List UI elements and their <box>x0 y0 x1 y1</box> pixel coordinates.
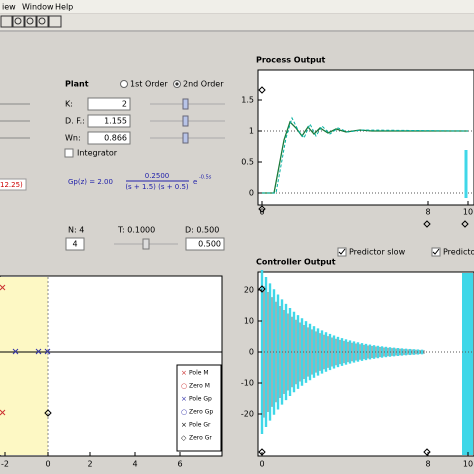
x-tick-label: 0 <box>259 208 264 217</box>
sliders[interactable] <box>150 98 225 144</box>
n-label: N: 4 <box>68 226 84 235</box>
n-input[interactable] <box>65 237 85 251</box>
controller-spike <box>462 273 473 455</box>
d-input[interactable] <box>185 237 225 251</box>
process-axes <box>257 69 474 206</box>
legend-label: Pole M <box>189 370 209 377</box>
formula-exp-power: -0.5s <box>199 175 212 181</box>
zero-marker <box>44 409 52 417</box>
menu-item[interactable]: Window <box>22 3 54 12</box>
df-input[interactable] <box>87 114 131 128</box>
radio-dot <box>175 82 179 86</box>
d-value: 0.500 <box>198 240 221 249</box>
plant-title: Plant <box>65 80 89 89</box>
red-box <box>0 178 27 191</box>
x-tick-label: 0 <box>259 460 264 469</box>
y-tick-label: 0.5 <box>241 158 254 167</box>
check <box>432 248 440 255</box>
red-text: 12.25) <box>0 181 23 189</box>
checkbox[interactable] <box>64 148 74 158</box>
wn-value: 0.866 <box>104 134 127 143</box>
y-tick-label: 0 <box>249 189 254 198</box>
k-value: 2 <box>122 100 127 109</box>
formula-lhs: Gp(z) = 2.00 <box>68 178 113 186</box>
k-label: K: <box>65 100 73 109</box>
x-tick-label: 6 <box>177 460 182 469</box>
y-tick-label: 0 <box>249 348 254 357</box>
pz-legend <box>176 364 222 452</box>
process-title: Process Output <box>256 56 326 65</box>
x-tick-label: 2 <box>87 460 92 469</box>
legend-symbol: × <box>181 395 187 403</box>
pole-m-markers <box>0 284 6 416</box>
radio-label: 2nd Order <box>183 80 224 89</box>
legend-label: Pole Gr <box>189 422 211 429</box>
menu-bar <box>0 0 474 13</box>
formula: Gp(z) = 2.00 0.2500 (s + 1.5) (s + 0.5) … <box>68 172 212 191</box>
wn-label: Wn: <box>65 134 81 143</box>
legend-symbol: ◇ <box>181 434 187 442</box>
toolbar-buttons[interactable] <box>0 15 62 28</box>
legend-label: Zero M <box>189 383 210 390</box>
legend-label: Zero Gp <box>189 409 213 416</box>
d-label: D: 0.500 <box>185 226 219 235</box>
x-tick-label: 10 <box>463 208 473 217</box>
controller-title: Controller Output <box>256 258 336 267</box>
menu-item[interactable]: iew <box>2 3 16 12</box>
checkbox-label: Predictor slow <box>349 248 406 257</box>
t-label: T: 0.1000 <box>117 226 155 235</box>
y-tick-label: 1.5 <box>241 96 254 105</box>
y-tick-label: 10 <box>244 317 254 326</box>
df-value: 1.155 <box>104 117 127 126</box>
radio-label: 1st Order <box>130 80 168 89</box>
stable-region <box>0 277 48 455</box>
predictor-curve <box>262 116 469 194</box>
legend-label: Pole Gp <box>189 396 212 403</box>
t-slider-thumb[interactable] <box>142 238 150 250</box>
check <box>338 248 346 255</box>
integrator-label: Integrator <box>77 149 118 158</box>
legend-symbol: × <box>181 369 187 377</box>
y-tick-label: -20 <box>241 410 254 419</box>
formula-den: (s + 1.5) (s + 0.5) <box>125 183 189 191</box>
y-tick-label: 1 <box>249 127 254 136</box>
wn-input[interactable] <box>87 131 131 145</box>
pole-gp-markers <box>12 348 51 355</box>
x-tick-label: 8 <box>425 460 430 469</box>
k-input[interactable] <box>87 97 131 111</box>
x-tick-label: 4 <box>132 460 137 469</box>
x-tick-label: 8 <box>425 208 430 217</box>
df-label: D. F.: <box>65 117 85 126</box>
checkbox-label: Predicto <box>443 248 474 257</box>
legend-symbol: ○ <box>181 408 187 416</box>
menu-item[interactable]: Help <box>55 3 73 12</box>
y-tick-label: 20 <box>244 286 254 295</box>
x-tick-label: 10 <box>463 460 473 469</box>
left-cut-controls <box>0 103 30 139</box>
legend-symbol: × <box>181 421 187 429</box>
legend-symbol: ○ <box>181 382 187 390</box>
y-tick-label: -10 <box>241 379 254 388</box>
formula-exp: e <box>193 178 197 186</box>
process-curve <box>262 120 468 194</box>
n-value: 4 <box>72 240 77 249</box>
x-tick-label: -2 <box>1 460 9 469</box>
x-tick-label: 0 <box>45 460 50 469</box>
legend-label: Zero Gr <box>189 435 212 442</box>
process-markers <box>258 86 469 228</box>
formula-num: 0.2500 <box>145 172 170 180</box>
radio[interactable] <box>120 80 128 88</box>
toolbar <box>0 14 474 30</box>
